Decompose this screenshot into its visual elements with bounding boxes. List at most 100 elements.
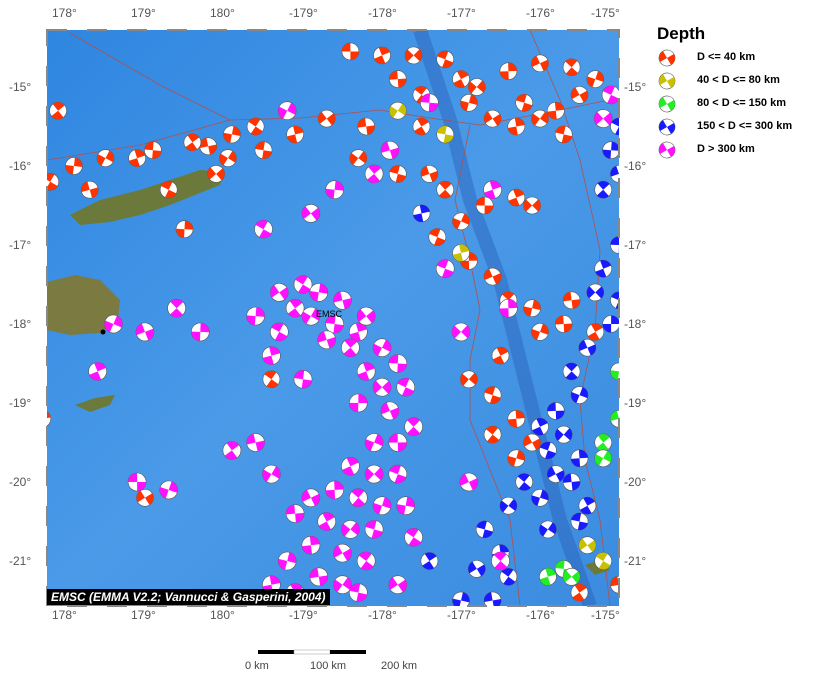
earthquake-event[interactable] [309,282,330,303]
earthquake-event[interactable] [245,432,267,454]
earthquake-event[interactable] [348,582,369,603]
earthquake-event[interactable] [388,354,408,373]
earthquake-event[interactable] [330,572,355,597]
earthquake-event[interactable] [260,367,284,391]
earthquake-event[interactable] [325,180,345,200]
earthquake-event[interactable] [64,157,83,176]
earthquake-event[interactable] [448,319,473,344]
earthquake-event[interactable] [94,147,117,170]
earthquake-event[interactable] [499,62,518,80]
earthquake-event[interactable] [246,306,266,326]
earthquake-event[interactable] [332,289,354,311]
earthquake-event[interactable] [285,124,306,145]
earthquake-event[interactable] [609,362,628,381]
earthquake-event[interactable] [457,470,481,494]
earthquake-event[interactable] [378,399,401,422]
earthquake-event[interactable] [251,217,275,241]
earthquake-event[interactable] [457,367,481,391]
earthquake-event[interactable] [481,265,503,287]
earthquake-event[interactable] [584,68,606,90]
earthquake-event[interactable] [474,519,495,540]
earthquake-event[interactable] [483,591,503,611]
earthquake-event[interactable] [369,374,394,399]
earthquake-event[interactable] [394,375,418,399]
earthquake-event[interactable] [275,99,299,123]
earthquake-event[interactable] [410,115,433,138]
earthquake-event[interactable] [562,291,581,310]
earthquake-event[interactable] [204,162,228,186]
earthquake-event[interactable] [348,393,368,413]
earthquake-event[interactable] [418,549,442,573]
earthquake-event[interactable] [267,320,291,344]
earthquake-event[interactable] [507,409,526,428]
earthquake-event[interactable] [599,83,623,107]
earthquake-event[interactable] [387,164,408,185]
earthquake-event[interactable] [102,312,126,336]
earthquake-event[interactable] [291,272,316,297]
earthquake-event[interactable] [584,320,607,343]
earthquake-event[interactable] [434,48,456,70]
earthquake-event[interactable] [562,473,581,492]
earthquake-event[interactable] [499,298,518,318]
earthquake-event[interactable] [546,101,565,120]
earthquake-event[interactable] [301,535,321,555]
earthquake-event[interactable] [608,163,630,185]
earthquake-event[interactable] [325,480,344,500]
earthquake-event[interactable] [570,449,589,468]
earthquake-event[interactable] [361,461,386,486]
earthquake-event[interactable] [544,463,567,486]
earthquake-event[interactable] [602,141,620,159]
earthquake-event[interactable] [609,575,629,595]
earthquake-event[interactable] [496,494,520,518]
earthquake-event[interactable] [497,565,521,589]
earthquake-event[interactable] [219,438,244,463]
earthquake-event[interactable] [568,581,592,605]
earthquake-event[interactable] [608,289,630,311]
earthquake-event[interactable] [338,335,363,360]
earthquake-event[interactable] [191,322,210,342]
earthquake-event[interactable] [385,572,410,597]
earthquake-event[interactable] [420,93,439,113]
earthquake-event[interactable] [260,345,282,367]
earthquake-event[interactable] [560,565,584,589]
earthquake-event[interactable] [127,472,147,492]
earthquake-event[interactable] [451,243,471,263]
earthquake-event[interactable] [39,170,62,193]
earthquake-event[interactable] [33,409,52,428]
earthquake-event[interactable] [529,321,551,343]
earthquake-event[interactable] [609,408,630,429]
earthquake-event[interactable] [370,336,394,360]
earthquake-event[interactable] [259,462,284,487]
earthquake-event[interactable] [386,463,409,486]
earthquake-event[interactable] [411,203,431,223]
earthquake-event[interactable] [254,140,273,159]
earthquake-event[interactable] [537,566,558,587]
earthquake-event[interactable] [395,495,416,516]
earthquake-event[interactable] [175,220,194,238]
earthquake-event[interactable] [435,125,455,145]
earthquake-event[interactable] [282,296,307,321]
earthquake-event[interactable] [363,518,385,540]
earthquake-event[interactable] [552,423,576,447]
earthquake-event[interactable] [475,196,494,215]
earthquake-event[interactable] [293,369,313,389]
earthquake-event[interactable] [465,557,488,580]
earthquake-event[interactable] [522,298,542,318]
earthquake-event[interactable] [157,178,180,201]
earthquake-event[interactable] [576,533,600,557]
earthquake-event[interactable] [371,494,394,517]
earthquake-event[interactable] [386,99,410,123]
earthquake-event[interactable] [379,139,401,161]
earthquake-event[interactable] [528,107,552,131]
earthquake-event[interactable] [86,360,110,384]
earthquake-event[interactable] [126,147,147,168]
earthquake-event[interactable] [537,440,559,462]
earthquake-event[interactable] [546,402,565,420]
earthquake-event[interactable] [554,124,574,144]
earthquake-event[interactable] [465,75,489,99]
earthquake-event[interactable] [388,433,408,452]
earthquake-event[interactable] [610,236,628,254]
earthquake-event[interactable] [590,106,615,131]
earthquake-event[interactable] [488,548,513,573]
earthquake-event[interactable] [529,487,550,508]
